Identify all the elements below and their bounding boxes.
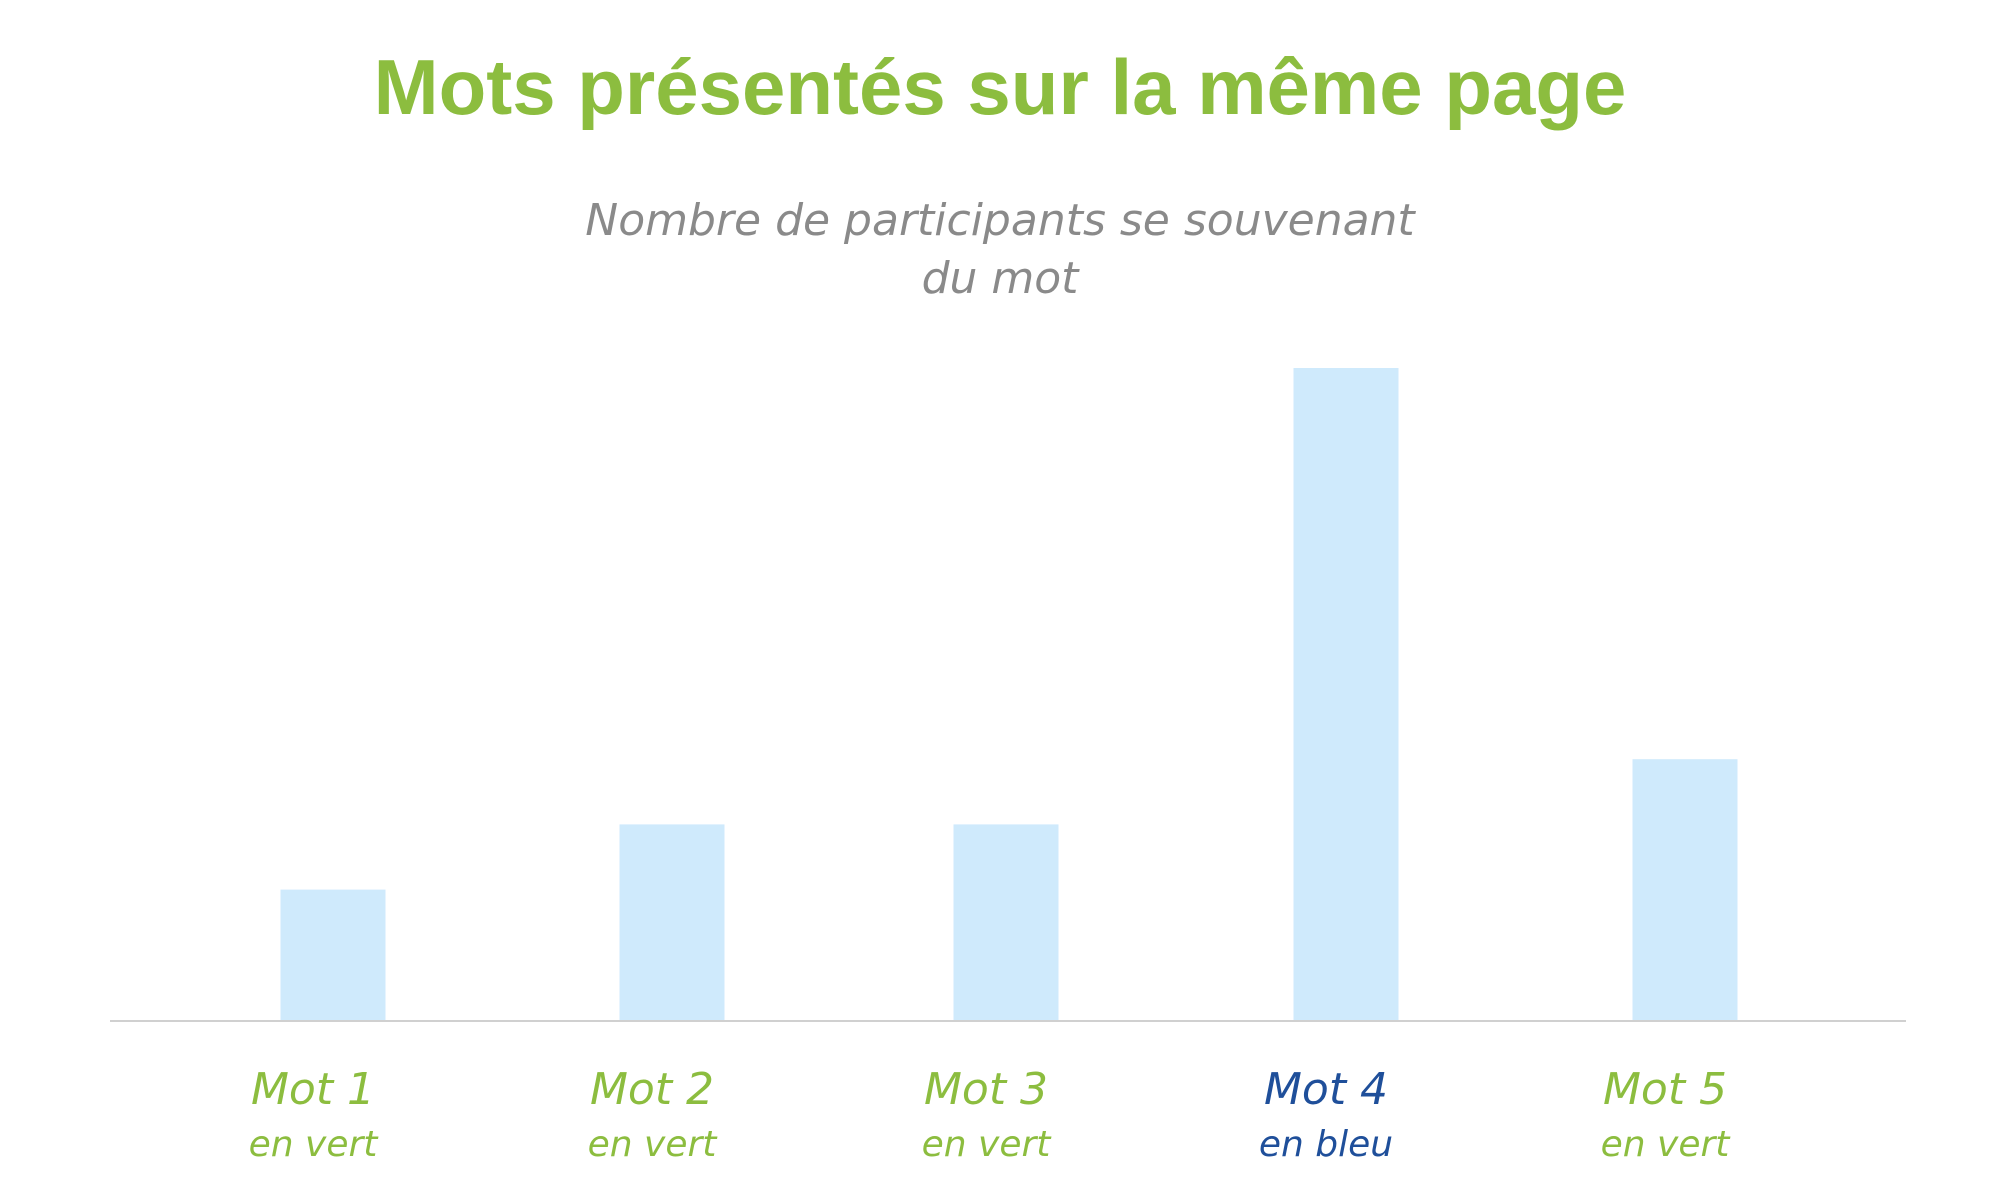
x-tick-sublabel-4: en bleu	[1259, 1124, 1393, 1165]
bars-group	[280, 368, 1738, 1020]
bar-5	[1632, 759, 1738, 1020]
x-tick-sublabel-5: en vert	[1601, 1124, 1732, 1165]
x-tick-label-1: Mot 1	[251, 1064, 375, 1115]
x-tick-label-5: Mot 5	[1603, 1064, 1727, 1115]
x-tick-sublabel-1: en vert	[249, 1124, 380, 1165]
chart-subtitle-line-2: du mot	[921, 253, 1079, 304]
x-tick-label-3: Mot 3	[924, 1064, 1048, 1115]
bar-4	[1293, 368, 1399, 1020]
x-tick-label-2: Mot 2	[590, 1064, 714, 1115]
chart-subtitle-line-1: Nombre de participants se souvenant	[585, 195, 1415, 246]
x-tick-sublabel-2: en vert	[588, 1124, 719, 1165]
x-tick-sublabel-3: en vert	[922, 1124, 1053, 1165]
x-tick-label-4: Mot 4	[1264, 1064, 1388, 1115]
bar-1	[280, 889, 386, 1020]
chart-subtitle: Nombre de participants se souvenant du m…	[0, 192, 2000, 308]
bar-2	[619, 824, 725, 1020]
bar-3	[953, 824, 1059, 1020]
chart-title: Mots présentés sur la même page	[373, 43, 1627, 131]
x-axis-labels: Mot 1 en vert Mot 2 en vert Mot 3 en vert Mot …	[249, 1064, 1732, 1165]
